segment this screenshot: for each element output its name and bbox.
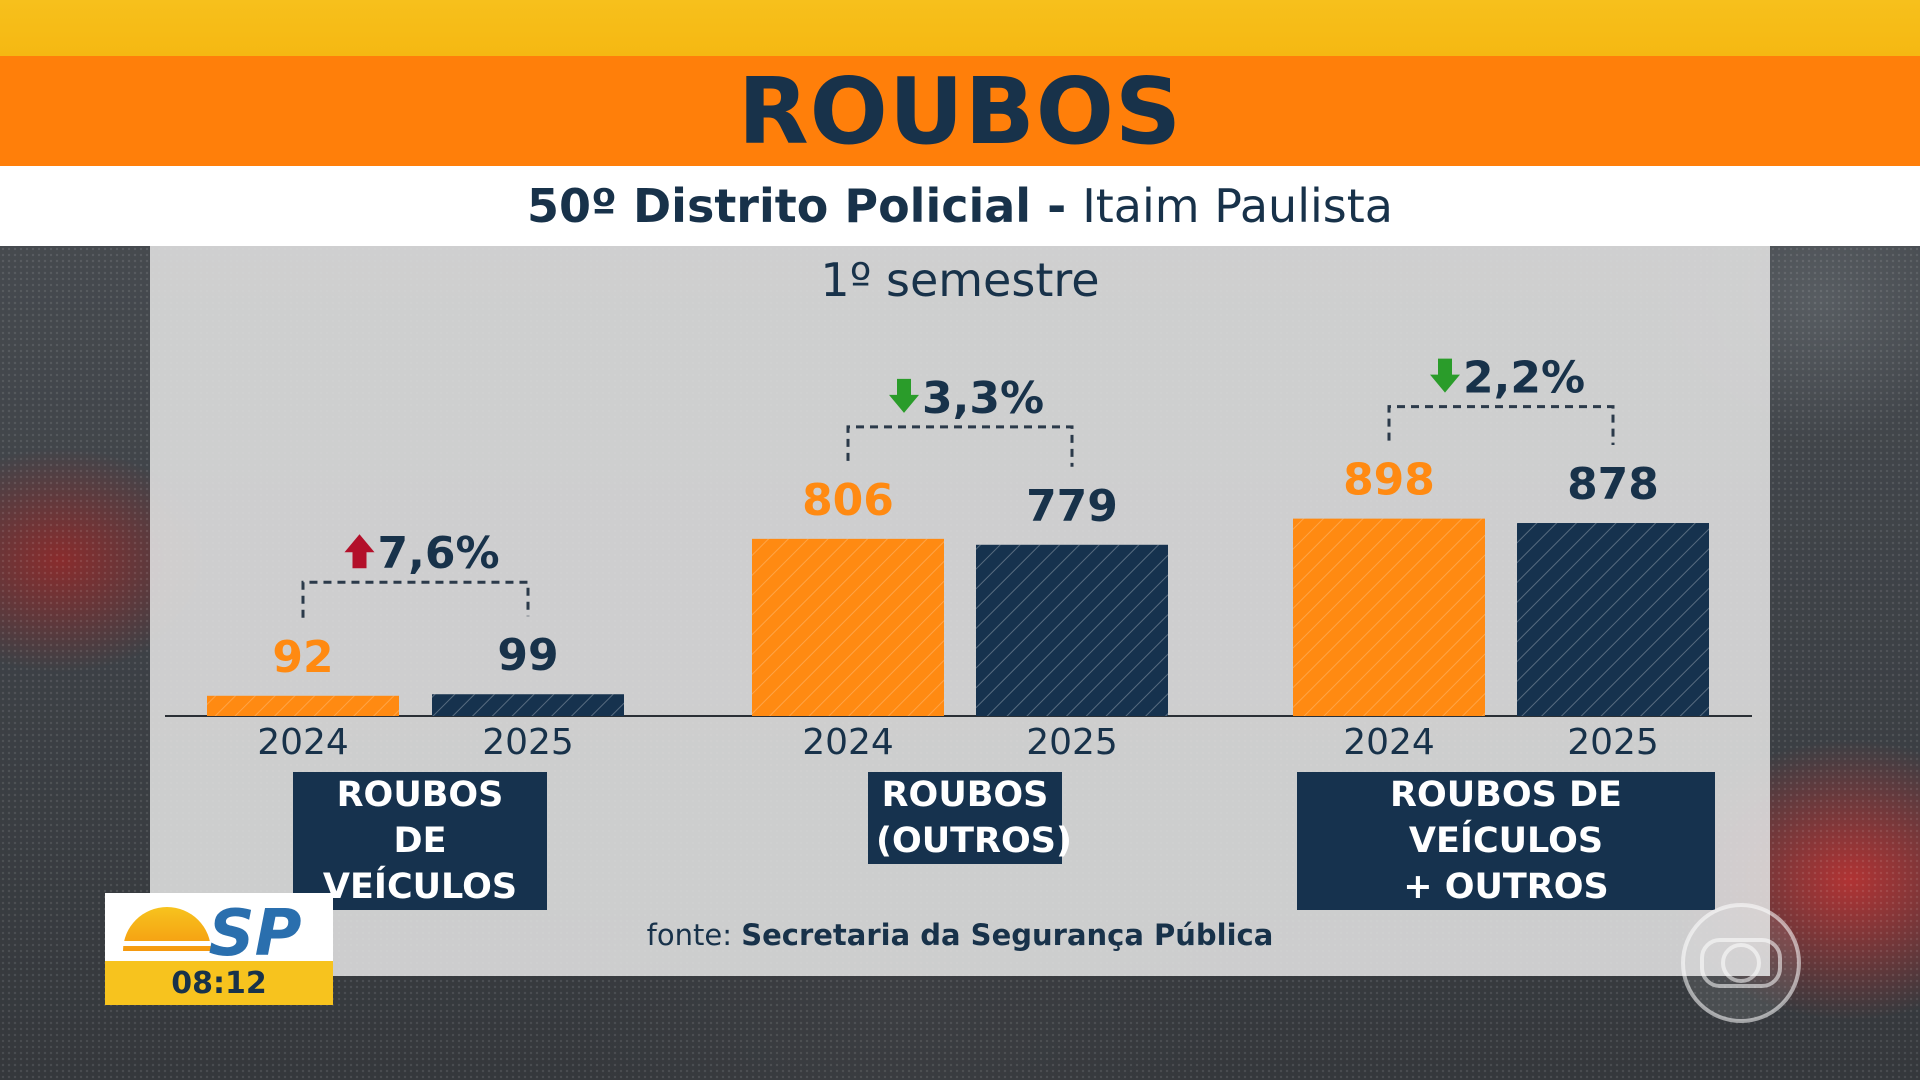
change-label-1: 7,6% [378,528,500,579]
category-label-line: + OUTROS [1403,867,1609,907]
category-label-line: (OUTROS) [876,821,1072,861]
category-label-line: ROUBOS [336,775,504,815]
year-label-2-2025: 2025 [1026,722,1118,763]
change-label-2: 3,3% [922,373,1044,424]
change-bracket-3 [1387,405,1615,446]
year-label-3-2024: 2024 [1343,722,1435,763]
source-note: fonte: Secretaria da Segurança Pública [0,918,1920,952]
source-prefix: fonte: [646,918,742,952]
clock: 08:12 [171,965,267,1001]
value-label-3-2024: 898 [1343,455,1435,506]
arrow-down-icon [889,378,919,413]
year-label-1-2024: 2024 [257,722,349,763]
subtitle: 50º Distrito Policial - Itaim Paulista [527,179,1393,233]
category-label-2: ROUBOS (OUTROS) [868,772,1072,864]
arrow-up-icon [344,534,375,569]
subtitle-bar: 50º Distrito Policial - Itaim Paulista [0,166,1920,246]
value-label-2-2024: 806 [802,475,894,526]
title-bar: ROUBOS [0,56,1920,166]
page-title: ROUBOS [737,57,1183,165]
arrow-down-icon [1430,358,1460,393]
category-label-1: ROUBOS DE VEÍCULOS [293,772,547,910]
year-label-1-2025: 2025 [482,722,574,763]
category-label-line: ROUBOS DE VEÍCULOS [1390,775,1622,861]
category-label-line: DE VEÍCULOS [322,821,518,907]
change-bracket-2 [846,425,1074,467]
bar-hatch-3-2025 [1517,523,1709,716]
value-label-3-2025: 878 [1567,459,1659,510]
value-label-1-2025: 99 [497,630,558,681]
value-label-2-2025: 779 [1026,481,1118,532]
sunrise-logo-icon: SP [119,897,319,971]
change-bracket-1 [301,580,530,618]
source-name: Secretaria da Segurança Pública [741,918,1274,952]
subtitle-neighborhood: Itaim Paulista [1082,179,1393,233]
bar-hatch-1-2024 [207,695,399,716]
program-logo: SP 08:12 [105,893,333,1005]
bar-hatch-2-2025 [976,544,1168,716]
bar-hatch-2-2024 [752,538,944,716]
top-strip [0,0,1920,56]
subtitle-district: 50º Distrito Policial [527,179,1032,233]
category-label-line: ROUBOS [881,775,1049,815]
year-label-2-2024: 2024 [802,722,894,763]
bar-hatch-3-2024 [1293,518,1485,716]
value-label-1-2024: 92 [272,632,333,683]
category-label-3: ROUBOS DE VEÍCULOS + OUTROS [1297,772,1715,910]
subtitle-separator: - [1031,179,1083,233]
globo-watermark-icon [1681,903,1801,1023]
year-label-3-2025: 2025 [1567,722,1659,763]
bar-hatch-1-2025 [432,694,624,716]
logo-text: SP [209,897,302,961]
period-label: 1º semestre [820,253,1099,307]
change-label-3: 2,2% [1463,353,1585,404]
